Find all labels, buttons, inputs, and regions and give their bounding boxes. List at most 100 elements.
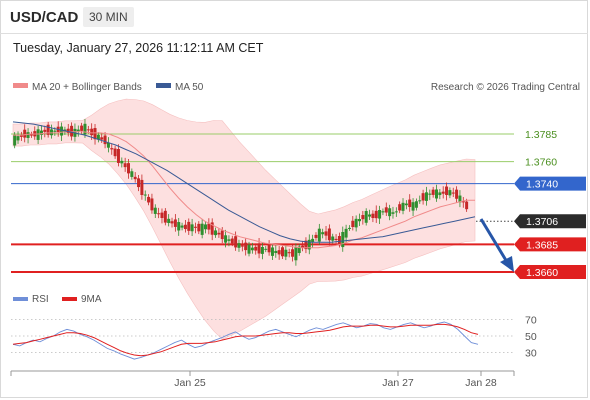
level-labels: 1.3785 1.3760 1.3740 1.3685 1.3660 1.3706 bbox=[514, 129, 586, 279]
rsi-legend-label: RSI bbox=[32, 294, 49, 305]
candle-body bbox=[190, 224, 194, 232]
candle-body bbox=[143, 194, 147, 196]
candle-body bbox=[60, 126, 64, 136]
ma20-line bbox=[13, 131, 475, 249]
candle-body bbox=[364, 211, 368, 223]
candle-body bbox=[66, 128, 70, 133]
candle-body bbox=[388, 208, 392, 217]
rsi-panel: 70 50 30 bbox=[11, 315, 537, 360]
candle-body bbox=[264, 248, 268, 250]
current-price-tag bbox=[514, 214, 586, 229]
candle-body bbox=[197, 223, 201, 232]
candle-body bbox=[431, 189, 435, 195]
candle-body bbox=[304, 240, 308, 250]
candle-body bbox=[90, 128, 94, 136]
candle-body bbox=[327, 228, 331, 241]
candle-body bbox=[391, 212, 395, 214]
candle-body bbox=[334, 238, 338, 240]
candle-body bbox=[80, 125, 84, 131]
timeframe-button[interactable]: 30 MIN bbox=[83, 7, 134, 27]
candle-body bbox=[267, 244, 271, 253]
candle-body bbox=[173, 219, 177, 227]
ma20-legend-swatch bbox=[13, 83, 28, 88]
candle-body bbox=[294, 247, 298, 261]
candle-body bbox=[86, 129, 90, 131]
candle-body bbox=[177, 222, 181, 231]
candle-body bbox=[317, 228, 321, 242]
candle-body bbox=[204, 224, 207, 230]
level-tag-1.3685 bbox=[514, 237, 586, 252]
candle-body bbox=[207, 223, 211, 230]
ma50-legend-label: MA 50 bbox=[175, 82, 204, 93]
candle-body bbox=[378, 209, 382, 219]
candle-body bbox=[307, 239, 311, 250]
chart-header: USD/CAD 30 MIN bbox=[0, 0, 588, 34]
candle-body bbox=[214, 230, 218, 236]
candle-body bbox=[133, 176, 137, 180]
ma9-legend-label: 9MA bbox=[81, 294, 102, 305]
candle-body bbox=[230, 238, 234, 244]
candle-body bbox=[358, 219, 361, 222]
candle-body bbox=[147, 196, 151, 203]
candle-body bbox=[53, 130, 57, 132]
candle-body bbox=[234, 236, 238, 248]
candle-body bbox=[451, 192, 455, 194]
candle-body bbox=[160, 212, 164, 218]
candle-body bbox=[127, 163, 130, 174]
candle-body bbox=[150, 198, 154, 211]
candle-body bbox=[19, 135, 23, 137]
candle-body bbox=[381, 211, 385, 213]
candle-body bbox=[130, 171, 134, 177]
candle-body bbox=[224, 235, 228, 243]
candle-body bbox=[361, 215, 365, 220]
candle-body bbox=[120, 160, 124, 164]
time-tick-label: Jan 27 bbox=[382, 377, 414, 389]
candle-body bbox=[368, 214, 372, 217]
candle-body bbox=[354, 218, 358, 228]
candle-body bbox=[341, 231, 345, 248]
candle-body bbox=[445, 186, 449, 195]
candle-body bbox=[137, 178, 141, 188]
candle-body bbox=[344, 228, 348, 238]
candle-body bbox=[411, 202, 415, 211]
candle-body bbox=[448, 190, 452, 196]
candle-body bbox=[418, 200, 422, 202]
candle-body bbox=[76, 129, 80, 132]
candle-body bbox=[237, 243, 241, 248]
candle-body bbox=[29, 134, 33, 136]
candles bbox=[13, 119, 469, 266]
candle-body bbox=[46, 124, 50, 135]
candle-body bbox=[254, 246, 258, 251]
rsi-tick-70: 70 bbox=[525, 315, 537, 327]
candle-body bbox=[193, 226, 197, 228]
candle-body bbox=[424, 192, 428, 201]
candle-body bbox=[83, 123, 87, 135]
candle-body bbox=[351, 220, 355, 228]
candle-body bbox=[113, 148, 117, 157]
time-tick-label: Jan 28 bbox=[465, 377, 497, 389]
candle-body bbox=[428, 193, 432, 195]
forecast-arrow-shaft bbox=[479, 218, 509, 263]
candle-body bbox=[26, 132, 30, 138]
candle-body bbox=[163, 210, 167, 223]
candle-body bbox=[314, 234, 318, 238]
level-label-1.3660: 1.3660 bbox=[526, 267, 558, 279]
forecast-arrow-head bbox=[500, 256, 514, 272]
candle-body bbox=[404, 203, 408, 206]
candle-body bbox=[337, 236, 341, 244]
candle-body bbox=[421, 193, 425, 201]
level-label-1.3685: 1.3685 bbox=[526, 239, 558, 251]
candle-body bbox=[297, 246, 301, 254]
candle-body bbox=[16, 136, 20, 141]
candle-body bbox=[123, 163, 127, 168]
candle-body bbox=[96, 134, 100, 140]
candle-body bbox=[180, 225, 184, 228]
candle-body bbox=[374, 210, 378, 219]
time-tick-label: Jan 25 bbox=[174, 377, 206, 389]
candle-body bbox=[331, 236, 335, 241]
candle-body bbox=[274, 250, 278, 254]
candle-body bbox=[270, 247, 274, 256]
level-tag-1.3660 bbox=[514, 265, 586, 279]
